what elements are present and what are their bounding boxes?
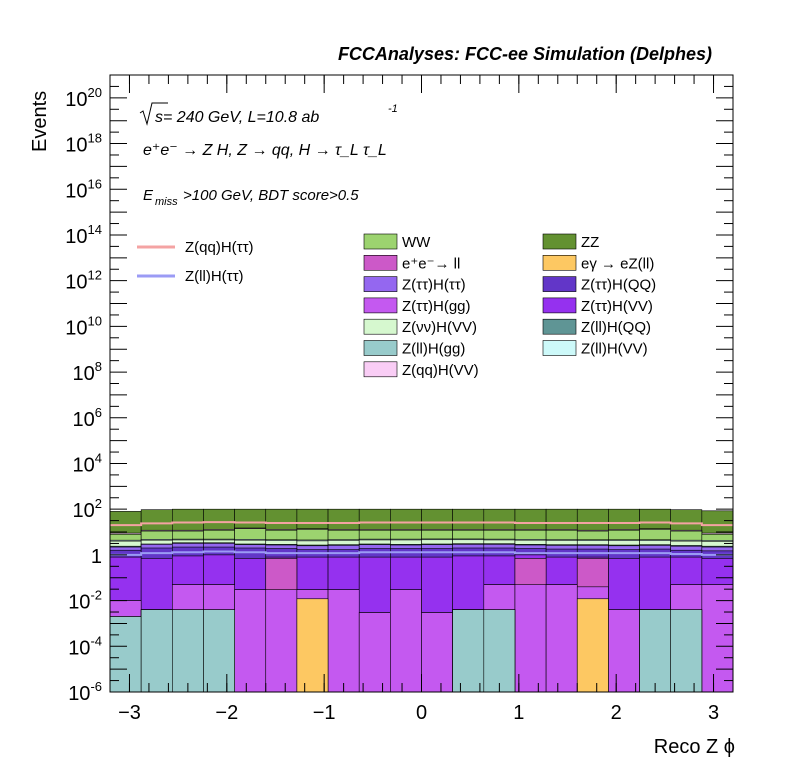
sqrt-symbol xyxy=(139,102,168,126)
legend-fill-swatch xyxy=(542,276,577,292)
legend-fill-swatch xyxy=(363,361,398,378)
y-tick-label: 1012 xyxy=(65,268,102,294)
legend-fill-label: Z(ll)H(VV) xyxy=(581,341,648,358)
line-z-ll-h- xyxy=(110,550,733,556)
bin-bar xyxy=(390,589,422,693)
cut-label: E miss >100 GeV, BDT score>0.5 xyxy=(143,187,359,208)
x-tick-label: 3 xyxy=(708,702,719,724)
cut-e: E xyxy=(143,187,154,204)
bin-bar xyxy=(421,612,453,693)
bin-bar xyxy=(639,609,671,693)
x-tick-label: −2 xyxy=(215,702,238,724)
y-tick-label: 106 xyxy=(73,405,102,431)
y-tick-label: 102 xyxy=(73,496,102,522)
line-z-qq-h- xyxy=(110,521,733,527)
legend-line-label: Z(qq)H(ττ) xyxy=(185,239,254,256)
legend-fill-swatch xyxy=(542,318,577,335)
legend-fill-swatch xyxy=(363,233,398,250)
y-tick-label: 104 xyxy=(73,450,102,476)
bin-bar xyxy=(483,609,516,693)
bin-bar xyxy=(327,589,360,693)
bin-bar xyxy=(514,584,547,693)
legend-fill-label: Z(ττ)H(VV) xyxy=(581,298,653,315)
bin-bar xyxy=(576,598,609,693)
legend-fill-swatch xyxy=(542,255,577,271)
bin-bar xyxy=(296,598,329,693)
bin-bar xyxy=(172,609,204,693)
y-tick-label: 1018 xyxy=(65,131,102,157)
legend-fill-label: Z(qq)H(VV) xyxy=(402,362,479,379)
y-axis-title: Events xyxy=(29,91,51,152)
y-tick-label: 1020 xyxy=(65,85,102,111)
signal-lines xyxy=(110,521,733,556)
legend-fill-label: Z(ll)H(QQ) xyxy=(581,319,651,336)
experiment-title: FCCAnalyses: FCC-ee Simulation (Delphes) xyxy=(338,44,712,64)
y-tick-label: 10-6 xyxy=(68,679,102,705)
process-label: e⁺e⁻ → Z H, Z → qq, H → τ_L τ_L xyxy=(143,142,387,159)
bin-bar xyxy=(203,609,235,693)
bin-bar xyxy=(358,612,391,693)
y-tick-label: 1 xyxy=(91,546,102,568)
y-tick-label: 1016 xyxy=(65,176,102,202)
x-tick-label: 0 xyxy=(416,702,427,724)
energy-prefix: s xyxy=(155,109,163,126)
legend-fill-swatch xyxy=(363,318,398,335)
y-tick-label: 108 xyxy=(73,359,102,385)
cut-text: >100 GeV, BDT score>0.5 xyxy=(183,187,359,204)
legend-fill-label: Z(ττ)H(QQ) xyxy=(581,277,656,294)
histogram-stack xyxy=(109,508,734,693)
x-axis-ticks: −3 −2 −1 0 1 2 3 xyxy=(109,75,734,724)
energy-label: s = 240 GeV, L=10.8 ab -1 xyxy=(139,102,398,126)
y-tick-label: 10-2 xyxy=(68,588,102,614)
legend-fill-swatch xyxy=(542,340,577,356)
bin-bar xyxy=(452,609,485,693)
x-tick-label: −3 xyxy=(118,702,141,724)
legend-fill-label: Z(ττ)H(ττ) xyxy=(402,277,466,294)
x-tick-label: 2 xyxy=(611,702,622,724)
bin-bar xyxy=(140,609,173,693)
legend-fill-swatch xyxy=(542,233,577,250)
legend-fill-label: Z(νν)H(VV) xyxy=(402,319,477,336)
x-axis-title: Reco Z ϕ xyxy=(654,736,735,758)
cut-sub: miss xyxy=(155,196,178,208)
legend-fill-label: Z(ττ)H(gg) xyxy=(402,298,471,315)
x-tick-label: −1 xyxy=(313,702,336,724)
bin-bar xyxy=(608,609,640,693)
legend-fill-label: e⁺e⁻→ ll xyxy=(402,255,460,272)
bin-bar xyxy=(545,584,578,693)
y-tick-label: 1014 xyxy=(65,222,102,248)
legend-line-label: Z(ll)H(ττ) xyxy=(185,268,244,285)
legend-fill-swatch xyxy=(363,297,398,314)
series-z-ll-h-gg- xyxy=(109,609,703,693)
legend: Z(qq)H(ττ) Z(ll)H(ττ) WW e⁺e⁻→ ll Z(ττ)H(ττ)… xyxy=(137,233,656,379)
luminosity-exponent: -1 xyxy=(388,103,398,115)
bin-bar xyxy=(670,609,703,693)
legend-fill-label: eγ → eZ(ll) xyxy=(581,255,654,272)
legend-fill-label: Z(ll)H(gg) xyxy=(402,341,465,358)
y-tick-label: 10-4 xyxy=(68,633,102,659)
legend-fill-swatch xyxy=(363,276,398,292)
y-axis-ticks: 10-6 10-4 10-2 1 102 104 106 108 1010 1012 1014 101… xyxy=(65,74,733,705)
energy-text: = 240 GeV, L=10.8 ab xyxy=(163,109,319,126)
bin-bar xyxy=(234,589,267,693)
legend-fill-swatch xyxy=(542,297,577,314)
legend-fill-swatch xyxy=(363,255,398,271)
legend-fill-label: WW xyxy=(402,234,431,251)
legend-fill-swatch xyxy=(363,340,398,356)
y-tick-label: 1010 xyxy=(65,313,102,339)
x-tick-label: 1 xyxy=(513,702,524,724)
bin-bar xyxy=(265,589,298,693)
legend-fill-label: ZZ xyxy=(581,234,599,251)
